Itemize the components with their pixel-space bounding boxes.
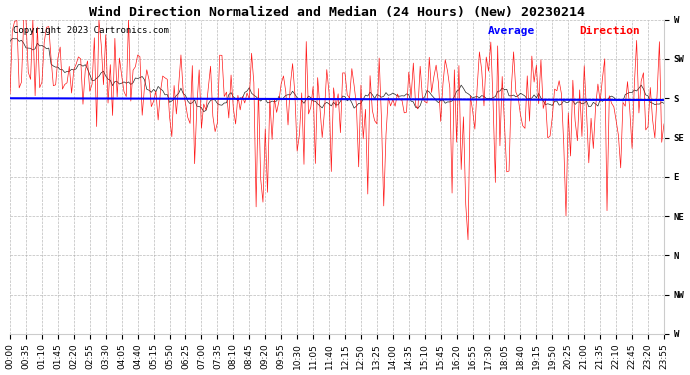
Text: Direction: Direction xyxy=(579,26,640,36)
Text: Copyright 2023 Cartronics.com: Copyright 2023 Cartronics.com xyxy=(13,26,169,35)
Title: Wind Direction Normalized and Median (24 Hours) (New) 20230214: Wind Direction Normalized and Median (24… xyxy=(89,6,585,18)
Text: Average: Average xyxy=(487,26,535,36)
